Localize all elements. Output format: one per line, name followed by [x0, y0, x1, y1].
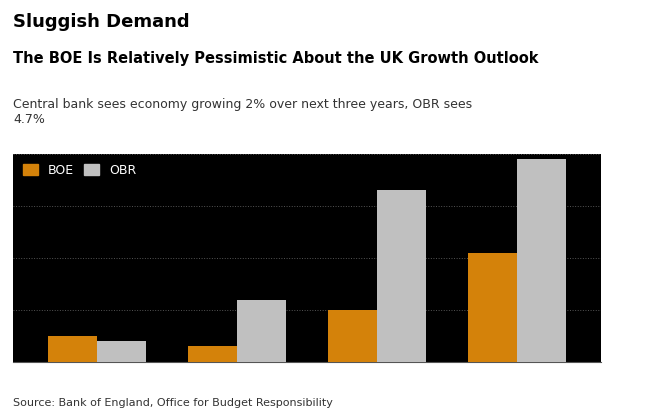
Text: Sluggish Demand: Sluggish Demand — [13, 12, 189, 31]
Text: Central bank sees economy growing 2% over next three years, OBR sees
4.7%: Central bank sees economy growing 2% ove… — [13, 98, 472, 126]
Legend: BOE, OBR: BOE, OBR — [19, 160, 140, 181]
Bar — [328, 310, 377, 362]
Bar — [237, 300, 286, 362]
Bar — [377, 190, 426, 362]
Text: Source: Bank of England, Office for Budget Responsibility: Source: Bank of England, Office for Budg… — [13, 398, 333, 408]
Bar — [517, 159, 566, 362]
Bar — [97, 341, 146, 362]
Bar — [468, 253, 517, 362]
Bar — [48, 336, 97, 362]
Text: The BOE Is Relatively Pessimistic About the UK Growth Outlook: The BOE Is Relatively Pessimistic About … — [13, 51, 538, 66]
Bar — [188, 346, 237, 362]
